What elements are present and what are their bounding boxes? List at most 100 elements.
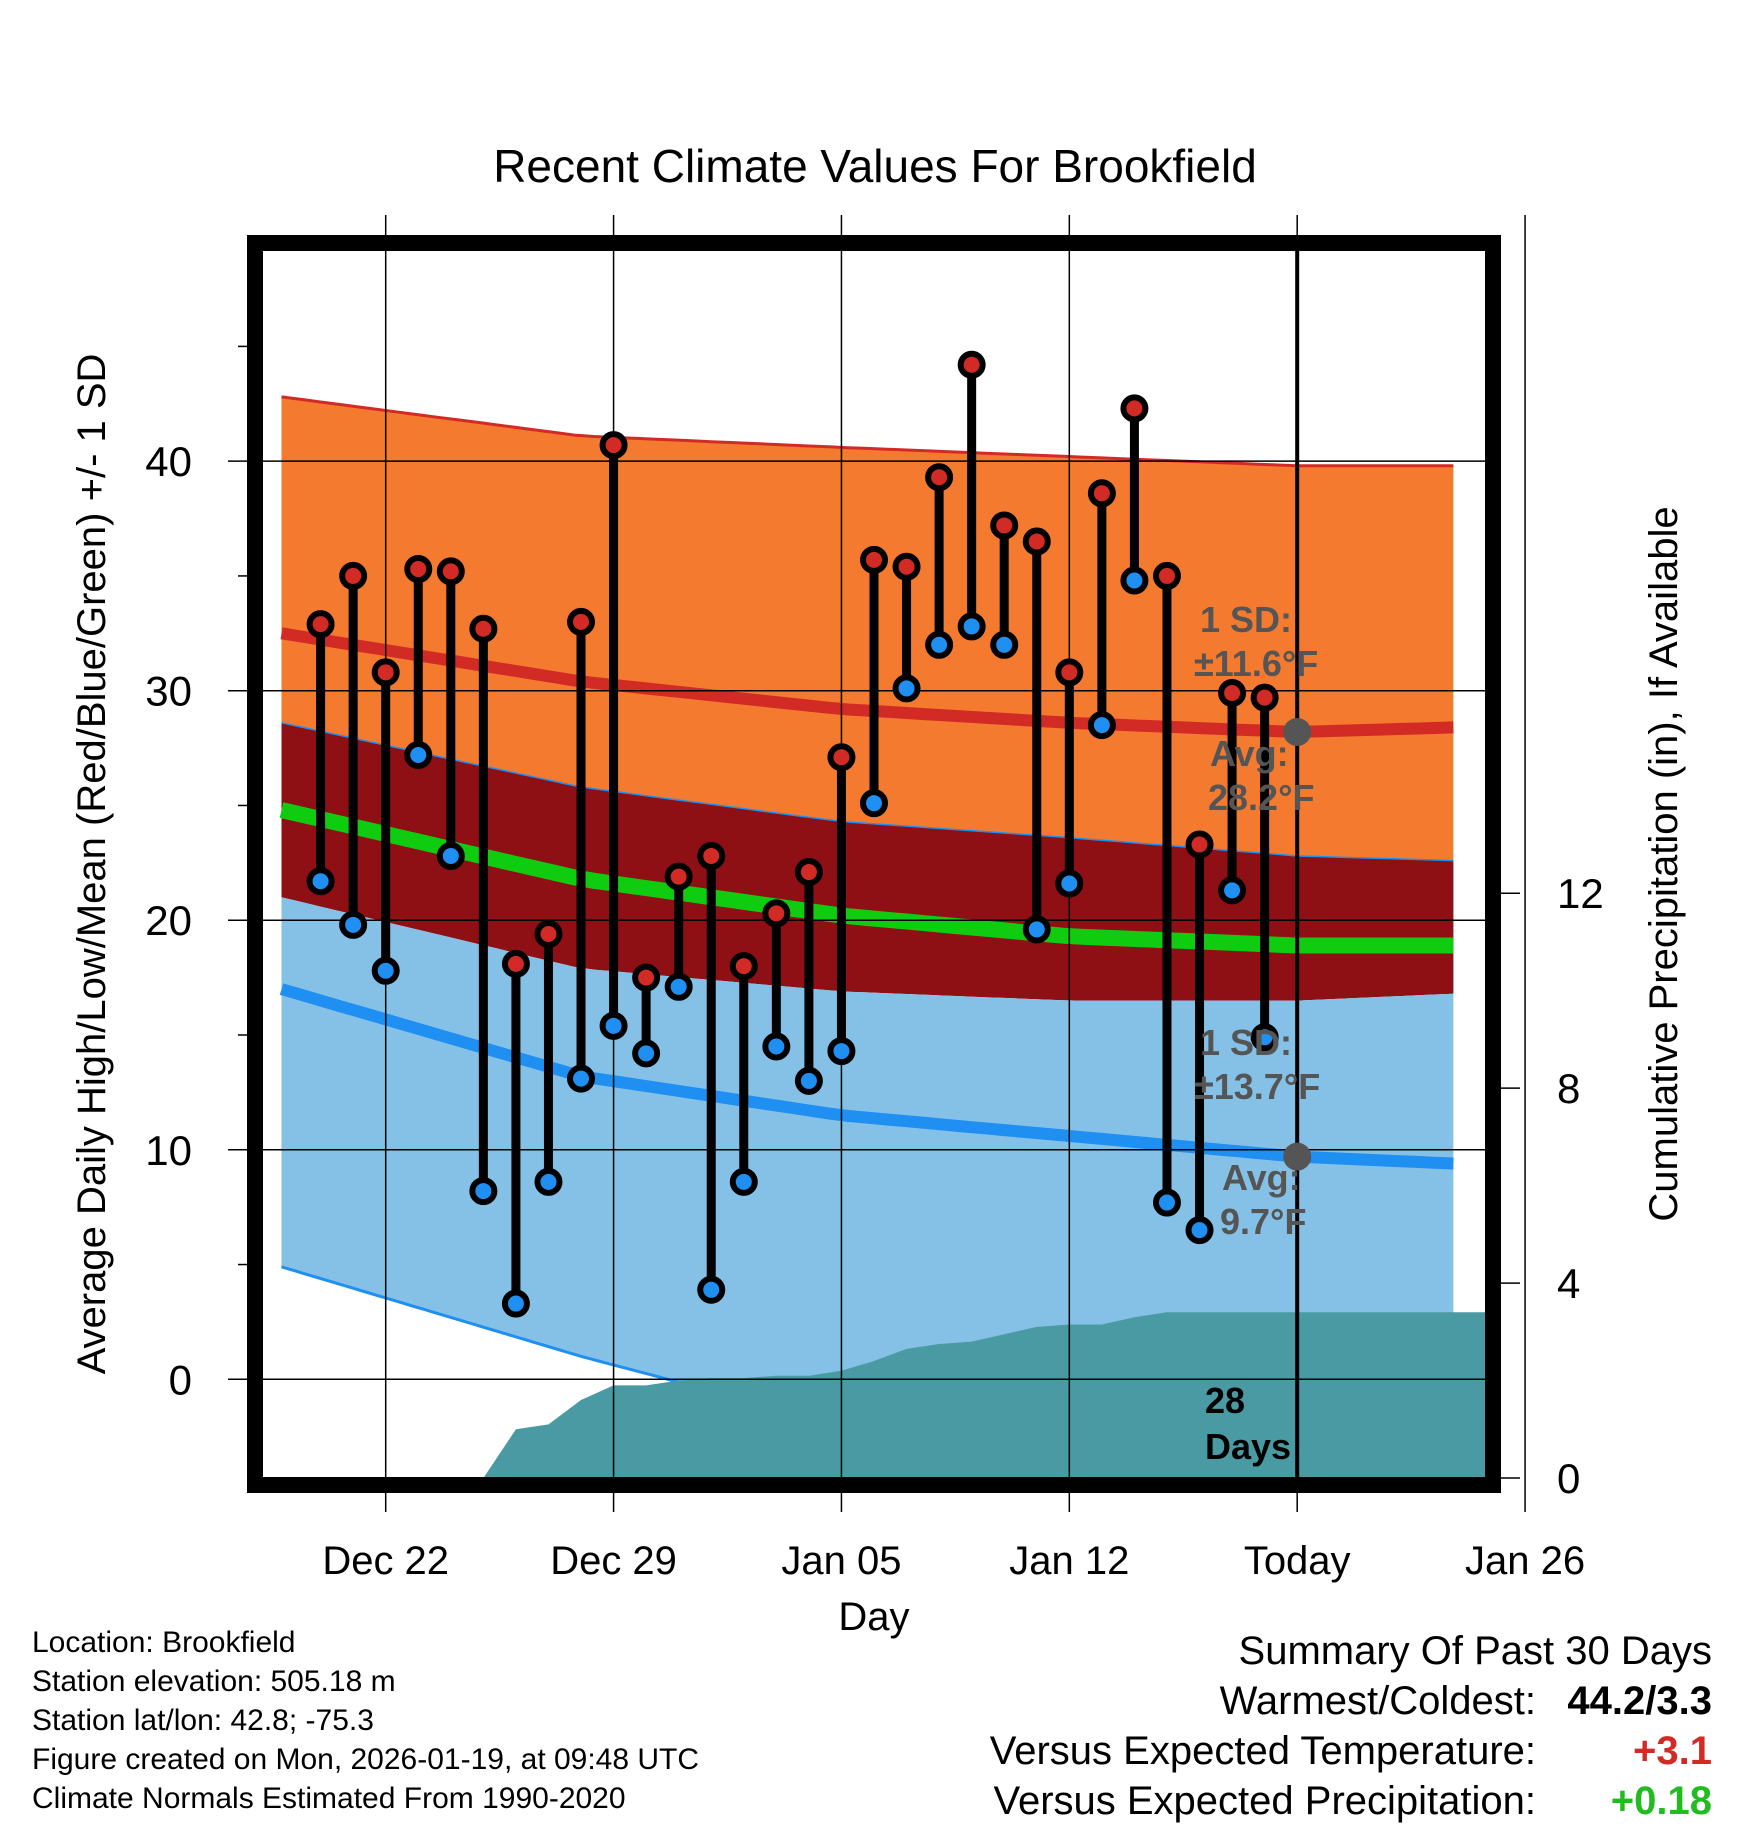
today-days-number: 28: [1205, 1380, 1245, 1421]
x-tick-label: Jan 05: [781, 1539, 901, 1583]
y-tick-label: 30: [145, 668, 192, 715]
daily-high-point: [306, 610, 335, 639]
daily-high-point: [1152, 561, 1181, 590]
daily-series: [306, 250, 1312, 1478]
daily-high-point: [925, 463, 954, 492]
x-tick-label: Dec 29: [550, 1539, 677, 1583]
daily-low-point: [957, 612, 986, 641]
daily-high-point: [860, 545, 888, 574]
daily-low-point: [860, 789, 888, 818]
daily-low-point: [306, 867, 335, 896]
axes: 0 10 20 30 40 0 4 8 12 Dec 22 Dec 29 Jan 05 Jan 12 To…: [70, 345, 1686, 1639]
plot-frame: [247, 235, 1501, 1493]
low-sd-value: ±13.7°F: [1194, 1066, 1320, 1107]
daily-high-point: [436, 557, 465, 586]
y-right-axis-label: Cumulative Precipitation (in), If Availa…: [1642, 506, 1686, 1221]
y-right-tick-label: 8: [1557, 1065, 1580, 1112]
daily-low-point: [892, 674, 921, 703]
precipitation-area: [281, 1312, 1486, 1478]
summary-precipitation: Versus Expected Precipitation: +0.18: [990, 1776, 1712, 1826]
daily-low-point: [339, 910, 368, 939]
low-avg-marker: [1283, 1142, 1312, 1171]
high-avg-marker: [1283, 718, 1312, 747]
daily-low-point: [697, 1275, 726, 1304]
high-sd-value: ±11.6°F: [1194, 643, 1318, 684]
daily-low-point: [632, 1039, 661, 1068]
daily-low-point: [1218, 876, 1247, 905]
daily-low-point: [1120, 566, 1149, 595]
daily-high-point: [632, 963, 661, 992]
daily-high-point: [1120, 394, 1149, 423]
normal-bands: [279, 395, 1486, 1478]
low-band-edge: [281, 1265, 712, 1393]
temp-value: +3.1: [1633, 1729, 1712, 1773]
daily-high-point: [827, 743, 856, 772]
created-text: Figure created on Mon, 2026-01-19, at 09…: [32, 1743, 700, 1776]
daily-high-point: [957, 350, 986, 379]
normal-high-line: [280, 627, 1454, 739]
summary-panel: Summary Of Past 30 Days Warmest/Coldest:…: [990, 1626, 1712, 1826]
daily-low-point: [1185, 1216, 1214, 1245]
daily-high-point: [664, 862, 693, 891]
daily-high-point: [339, 561, 368, 590]
low-avg-label: Avg:: [1222, 1157, 1301, 1198]
daily-low-point: [827, 1037, 856, 1066]
x-tick-label: Today: [1244, 1539, 1351, 1583]
daily-high-point: [1250, 683, 1279, 712]
y-right-tick-label: 12: [1557, 870, 1604, 917]
daily-low-point: [1250, 1023, 1279, 1052]
daily-low-point: [567, 1064, 596, 1093]
precip-value: +0.18: [1610, 1779, 1712, 1823]
low-avg-value: 9.7°F: [1220, 1201, 1306, 1242]
temp-label: Versus Expected Temperature:: [989, 1729, 1536, 1773]
plot-border: [247, 235, 1501, 1493]
daily-low-point: [1022, 915, 1051, 944]
chart-title: Recent Climate Values For Brookfield: [493, 140, 1257, 192]
high-band-edge: [281, 395, 1454, 468]
high-avg-value: 28.2°F: [1208, 777, 1314, 818]
daily-low-point: [599, 1011, 628, 1040]
daily-low-point: [534, 1167, 563, 1196]
daily-high-point: [567, 607, 596, 636]
daily-low-point: [729, 1167, 758, 1196]
location-text: Location: Brookfield: [32, 1626, 296, 1659]
station-info: Location: Brookfield Station elevation: …: [32, 1623, 699, 1818]
y-tick-label: 20: [145, 897, 192, 944]
daily-high-point: [1055, 658, 1084, 687]
mean-band-edge: [281, 722, 1454, 862]
y-right-tick-label: 0: [1557, 1455, 1580, 1502]
daily-high-point: [469, 614, 498, 643]
y-tick-label: 40: [145, 438, 192, 485]
daily-low-point: [1152, 1188, 1181, 1217]
y-axis-label: Average Daily High/Low/Mean (Red/Blue/Gr…: [70, 354, 114, 1375]
daily-high-point: [762, 899, 791, 928]
y-tick-label: 0: [169, 1356, 192, 1403]
daily-high-point: [404, 555, 433, 584]
daily-high-point: [794, 858, 823, 887]
daily-low-point: [1055, 869, 1084, 898]
daily-low-point: [501, 1289, 530, 1318]
daily-high-point: [1185, 830, 1214, 859]
daily-low-point: [436, 841, 465, 870]
daily-high-point: [501, 949, 530, 978]
daily-low-point: [794, 1066, 823, 1095]
x-axis-label: Day: [838, 1595, 909, 1639]
daily-low-point: [404, 740, 433, 769]
daily-low-point: [1087, 711, 1116, 740]
y-tick-label: 10: [145, 1127, 192, 1174]
daily-high-point: [599, 431, 628, 460]
daily-high-point: [697, 841, 726, 870]
warm-cold-label: Warmest/Coldest:: [1219, 1679, 1536, 1723]
low-sd-band: [281, 897, 1454, 1391]
normal-low-line: [279, 983, 1454, 1170]
precip-label: Versus Expected Precipitation:: [993, 1779, 1536, 1823]
mean-sd-band: [281, 722, 1454, 1001]
elevation-text: Station elevation: 505.18 m: [32, 1665, 396, 1698]
today-days-unit: Days: [1205, 1426, 1291, 1467]
normal-mean-line: [279, 802, 1454, 954]
daily-high-point: [892, 552, 921, 581]
high-avg-label: Avg:: [1210, 733, 1289, 774]
daily-low-point: [925, 630, 954, 659]
